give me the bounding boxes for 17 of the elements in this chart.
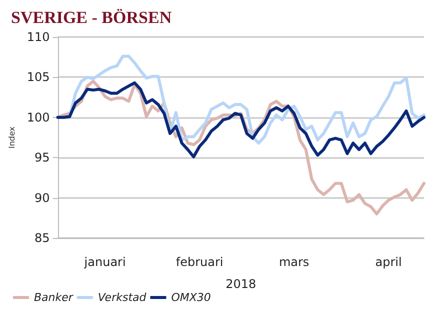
legend-label: Banker xyxy=(34,291,74,304)
chart-title: SVERIGE - BÖRSEN xyxy=(11,8,172,27)
x-tick-label: april xyxy=(375,255,402,269)
line-series xyxy=(56,81,426,158)
y-tick-label: 105 xyxy=(26,70,50,84)
y-tick-label: 100 xyxy=(26,110,50,124)
y-tick-label: 90 xyxy=(34,190,50,205)
y-axis-title: Index xyxy=(8,126,16,149)
x-tick-label: februari xyxy=(176,255,224,269)
x-axis-title: 2018 xyxy=(226,277,256,291)
y-tick-label: 85 xyxy=(34,231,50,245)
x-tick-label: januari xyxy=(83,255,126,269)
legend-label: Verkstad xyxy=(98,291,148,304)
legend-label: OMX30 xyxy=(171,291,211,304)
x-tick-label: mars xyxy=(278,255,310,269)
y-tick-label: 110 xyxy=(26,30,50,44)
y-tick-label: 95 xyxy=(34,150,50,165)
